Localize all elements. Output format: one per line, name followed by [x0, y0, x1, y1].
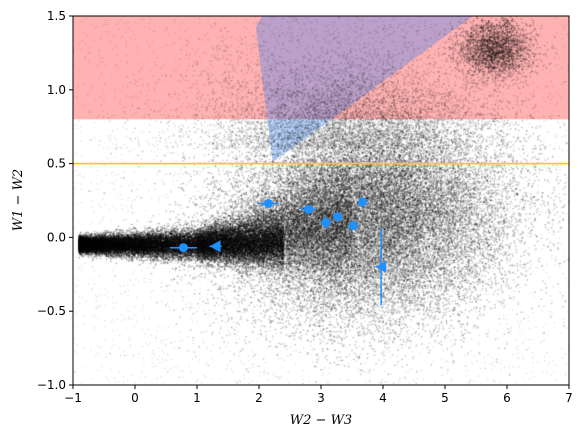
x-tick-label: 2: [255, 391, 263, 405]
y-tick-label: 1.0: [47, 83, 66, 97]
x-tick-label: 1: [193, 391, 201, 405]
highlighted-source-3: [257, 198, 279, 208]
source-marker: [348, 221, 358, 231]
source-marker: [304, 204, 314, 214]
upper-limit-marker: [375, 260, 387, 273]
source-marker: [321, 218, 331, 228]
source-marker: [333, 212, 343, 222]
y-axis-title: W1 − W2: [11, 169, 26, 231]
y-axis-ticks: −1.0 −0.5 0.0 0.5 1.0 1.5: [37, 9, 73, 392]
source-marker: [358, 197, 368, 207]
upper-limit-marker: [209, 240, 221, 253]
highlighted-source-9: [375, 228, 387, 306]
x-tick-label: 7: [565, 391, 573, 405]
plot-area: [73, 16, 569, 385]
highlighted-source-6: [333, 212, 343, 222]
source-marker: [263, 198, 273, 208]
highlighted-source-5: [321, 216, 331, 229]
background-point-cloud: [73, 16, 569, 385]
y-tick-label: −0.5: [37, 304, 66, 318]
x-tick-label: 6: [503, 391, 511, 405]
x-axis-title: W2 − W3: [290, 413, 352, 428]
highlighted-source-8: [358, 197, 368, 207]
x-tick-label: 4: [379, 391, 387, 405]
x-tick-label: −1: [64, 391, 82, 405]
y-tick-label: 0.0: [47, 230, 66, 244]
x-tick-label: 5: [441, 391, 449, 405]
highlighted-source-1: [169, 243, 197, 253]
highlighted-sources: [169, 197, 387, 306]
y-tick-label: −1.0: [37, 378, 66, 392]
x-axis-ticks: −1 0 1 2 3 4 5 6 7: [64, 385, 573, 405]
y-tick-label: 1.5: [47, 9, 66, 23]
highlighted-source-2: [209, 240, 222, 253]
x-tick-label: 3: [317, 391, 325, 405]
highlighted-source-7: [348, 221, 358, 231]
y-tick-label: 0.5: [47, 157, 66, 171]
highlighted-source-4: [301, 204, 317, 214]
x-tick-label: 0: [131, 391, 139, 405]
source-marker: [178, 243, 188, 253]
